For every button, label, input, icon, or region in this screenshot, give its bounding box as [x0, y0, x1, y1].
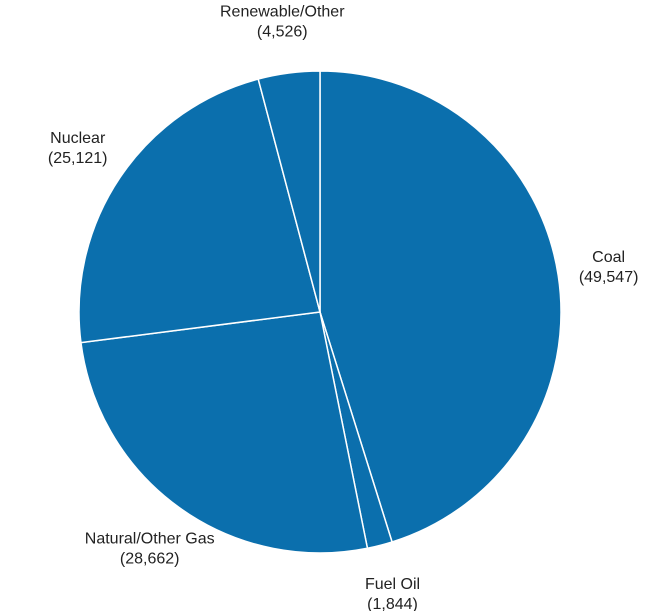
slice-value-label: (25,121) [48, 150, 108, 167]
slice-label: Coal [592, 249, 625, 266]
pie-slice [319, 70, 562, 543]
slice-value-label: (4,526) [257, 24, 308, 41]
pie-slice [78, 78, 321, 344]
slice-label: Natural/Other Gas [85, 530, 215, 547]
pie-slice [257, 70, 321, 313]
slice-label: Renewable/Other [220, 4, 345, 21]
slice-value-label: (28,662) [120, 550, 180, 567]
slice-label: Nuclear [50, 130, 106, 147]
slice-label: Fuel Oil [365, 576, 420, 593]
slice-value-label: (1,844) [367, 596, 418, 611]
pie-slice [80, 311, 369, 554]
slice-value-label: (49,547) [579, 269, 639, 286]
